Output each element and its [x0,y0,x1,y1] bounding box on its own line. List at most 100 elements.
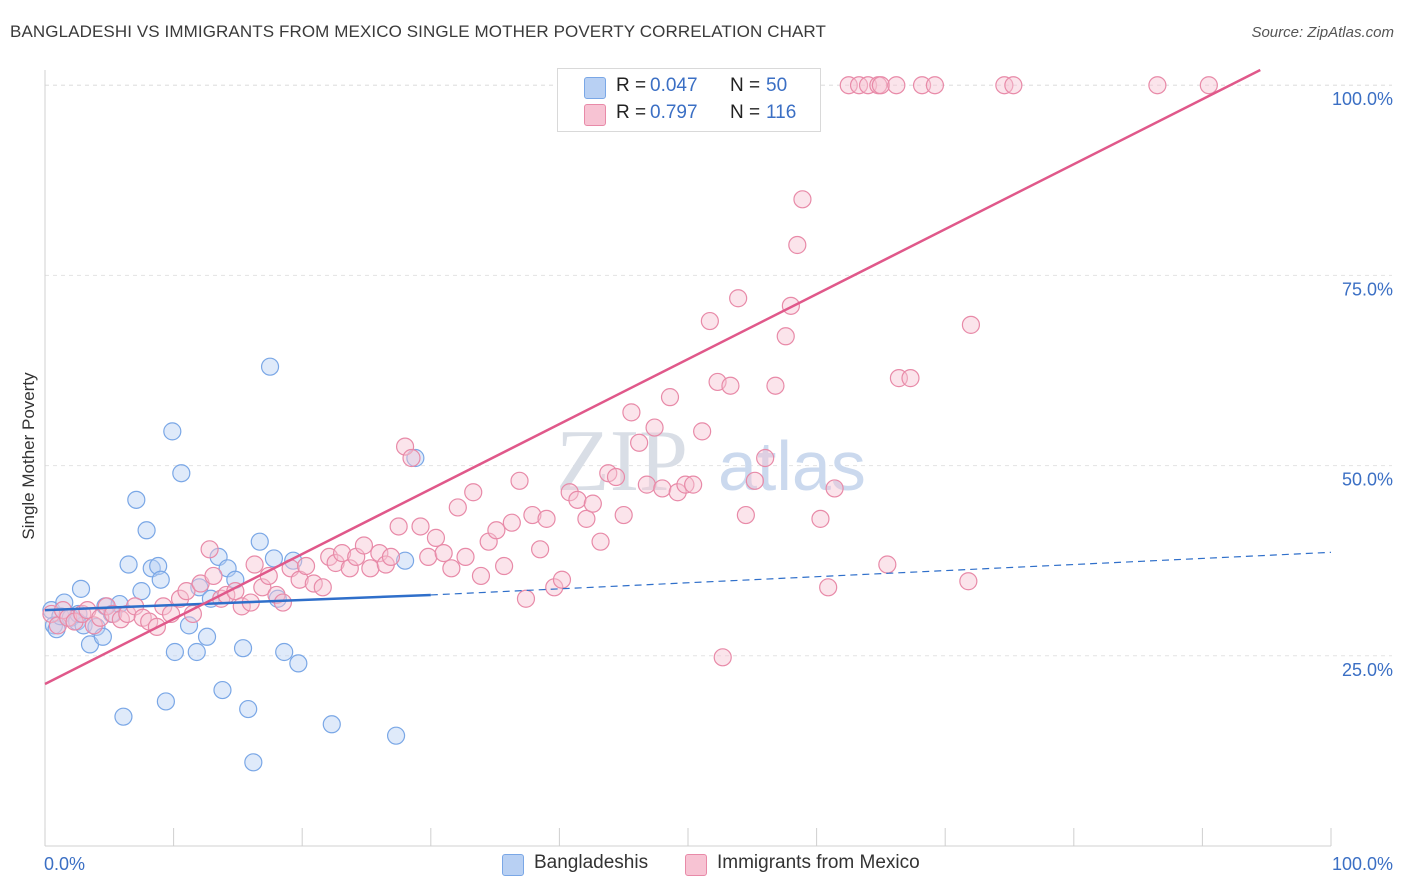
x-tick-label: 0.0% [44,854,85,874]
r-label: R = [616,102,647,123]
point-mexico [84,616,103,635]
point-mexico [668,483,687,502]
point-mexico [614,505,633,525]
point-mexico [434,543,453,563]
chart-title: BANGLADESHI VS IMMIGRANTS FROM MEXICO SI… [10,22,826,41]
point-mexico [326,553,345,573]
point-mexico [591,532,610,551]
point-mexico [878,555,897,574]
point-bangladeshi [197,627,217,646]
point-mexico [304,574,323,593]
point-mexico [419,547,438,567]
point-mexico [531,540,550,559]
point-mexico [729,289,748,308]
point-mexico [560,483,579,502]
point-mexico [177,582,196,601]
point-mexico [464,483,483,502]
x-tick-label: 100.0% [1332,854,1393,874]
point-mexico [296,556,316,576]
point-mexico [912,76,932,95]
trend-line-bangladeshis [44,593,431,612]
point-bangladeshi [250,532,269,551]
point-mexico [684,475,703,494]
point-mexico [471,566,491,586]
point-mexico [713,648,732,667]
point-mexico [887,76,906,95]
point-mexico [340,559,359,578]
point-mexico [456,547,475,567]
point-mexico [402,448,421,468]
r-value: 0.797 [650,102,698,123]
point-bangladeshi [275,642,294,662]
n-value: 116 [766,102,797,123]
point-mexico [961,315,981,334]
point-mexico [925,76,945,95]
point-mexico [411,517,430,536]
y-axis-label: Single Mother Poverty [19,372,38,540]
point-mexico [65,612,84,631]
y-tick-label: 25.0% [1342,660,1393,680]
point-mexico [901,369,920,388]
point-bangladeshi [114,707,133,726]
point-mexico [516,589,536,608]
y-tick-label: 50.0% [1342,470,1393,490]
point-mexico [502,513,521,532]
point-mexico [776,327,795,346]
point-mexico [170,589,190,608]
legend-label-mexico: Immigrants from Mexico [717,852,920,873]
point-mexico [788,235,807,255]
point-mexico [1004,76,1023,95]
point-mexico [645,418,664,437]
point-mexico [653,479,672,498]
point-mexico [395,437,415,456]
point-bangladeshi [149,556,168,576]
source-label: Source: ZipAtlas.com [1251,24,1394,41]
point-bangladeshi [127,490,146,509]
point-mexico [811,509,830,528]
point-mexico [871,76,891,95]
y-tick-label: 75.0% [1342,279,1393,299]
axes [44,70,1332,847]
point-mexico [756,448,775,468]
point-mexico [676,475,695,494]
point-bangladeshi [406,448,425,468]
point-mexico [253,578,272,597]
n-label: N = [730,102,761,123]
legend-label-bangladeshis: Bangladeshis [534,852,649,873]
point-mexico [839,76,858,95]
r-value: 0.047 [650,75,698,96]
n-label: N = [730,75,761,96]
point-bangladeshi [119,555,138,574]
point-mexico [267,585,286,605]
grid-lines [45,84,1392,657]
point-mexico [523,505,542,525]
point-mexico [577,509,596,528]
point-mexico [381,547,401,567]
point-mexico [819,578,838,597]
n-value: 50 [766,75,788,96]
point-mexico [568,490,587,509]
point-mexico [487,521,506,540]
point-mexico [354,536,374,555]
point-mexico [637,475,656,494]
point-mexico [793,190,812,209]
series-legend: Bangladeshis Immigrants from Mexico [0,852,1406,878]
point-mexico [1199,76,1218,95]
point-bangladeshi [395,551,415,570]
point-mexico [204,566,223,586]
point-bangladeshi [213,680,232,700]
watermark-atlas: atlas [718,427,866,505]
point-mexico [606,467,626,487]
watermark: ZIP atlas [556,413,866,510]
point-mexico [552,570,572,589]
stats-legend: R = 0.047 N = 50 R = 0.797 N = 116 [557,68,821,132]
point-bangladeshi [179,616,199,635]
point-mexico [537,509,556,528]
swatch-mexico [584,104,606,126]
point-bangladeshi [132,582,151,601]
point-mexico [389,517,408,536]
point-bangladeshi [71,579,91,598]
point-mexico [361,559,380,578]
point-bangladeshi [151,570,170,589]
